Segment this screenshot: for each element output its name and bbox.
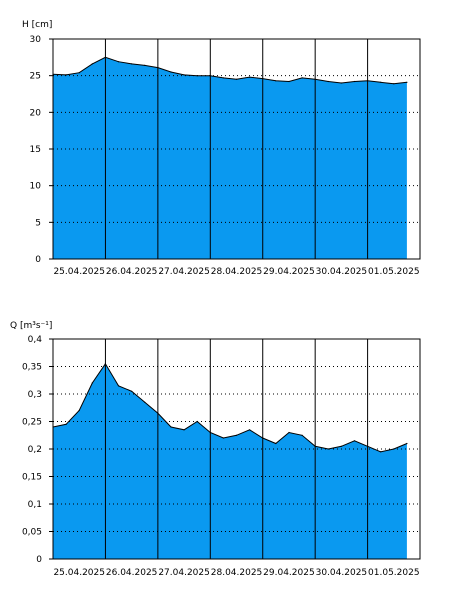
discharge-data-point (78, 409, 80, 412)
water-level-y-tick-label: 5 (35, 218, 41, 228)
water-level-data-point (78, 72, 80, 74)
water-level-series-line (52, 56, 407, 85)
water-level-data-point (380, 81, 382, 83)
discharge-data-point (288, 431, 290, 434)
water-level-data-point (183, 74, 185, 76)
water-level-data-point (393, 83, 395, 85)
discharge-y-axis-label: Q [m³s⁻¹] (10, 321, 52, 331)
discharge-y-tick-label: 0,4 (28, 335, 43, 345)
discharge-series-line (52, 362, 408, 453)
discharge-data-point (340, 445, 342, 447)
water-level-data-point (275, 80, 277, 82)
discharge-data-point (117, 385, 120, 387)
discharge-y-tick-label: 0,25 (22, 418, 42, 428)
water-level-x-tick-label: 27.04.2025 (158, 267, 210, 277)
water-level-y-tick-label: 10 (30, 182, 42, 192)
water-level-y-axis-label: H [cm] (22, 20, 52, 30)
discharge-data-point (275, 442, 277, 445)
water-level-y-tick-label: 30 (30, 35, 42, 45)
water-level-y-tick-label: 25 (30, 72, 41, 82)
discharge-x-tick-label: 01.05.2025 (368, 568, 420, 578)
discharge-y-tick-label: 0,05 (22, 528, 42, 538)
discharge-y-tick-label: 0,15 (22, 473, 42, 483)
water-level-data-point (117, 61, 120, 63)
discharge-plot-frame (52, 338, 421, 560)
discharge-data-point (406, 442, 408, 445)
discharge-data-point (235, 434, 238, 436)
water-level-series-area (53, 57, 407, 259)
discharge-x-tick-label: 26.04.2025 (106, 568, 158, 578)
water-level-y-tick-label: 0 (35, 255, 41, 265)
discharge-chart: Q [m³s⁻¹] 0 0,05 0,1 0,15 0,2 0,25 0,3 0,35 0,4 2… (10, 321, 421, 578)
water-level-data-point (353, 80, 356, 83)
discharge-data-point (327, 448, 329, 450)
discharge-data-point (353, 440, 356, 442)
discharge-y-tick-label: 0,35 (22, 363, 42, 373)
water-level-y-tick-label: 15 (30, 145, 41, 155)
water-level-data-point (340, 82, 342, 84)
discharge-x-tick-label: 30.04.2025 (316, 568, 368, 578)
water-level-plot-frame (52, 38, 421, 260)
water-level-y-tick-label: 20 (30, 108, 42, 118)
water-level-data-point (170, 71, 172, 73)
discharge-x-tick-label: 27.04.2025 (158, 568, 210, 578)
water-level-x-tick-label: 26.04.2025 (106, 267, 158, 277)
discharge-data-point (170, 426, 172, 428)
discharge-y-tick-label: 0,3 (28, 390, 42, 400)
water-level-data-point (235, 78, 238, 80)
discharge-data-point (249, 429, 251, 431)
water-level-x-tick-label: 28.04.2025 (211, 267, 263, 277)
discharge-data-point (183, 429, 185, 431)
water-level-data-point (249, 76, 251, 78)
discharge-y-tick-label: 0 (36, 555, 42, 565)
discharge-data-point (222, 437, 224, 439)
discharge-data-point (144, 401, 146, 403)
water-level-x-tick-label: 29.04.2025 (263, 267, 315, 277)
discharge-data-point (131, 390, 133, 392)
water-level-data-point (91, 63, 93, 65)
water-level-data-point (327, 80, 329, 83)
discharge-data-point (301, 434, 303, 436)
water-level-data-point (406, 81, 408, 83)
discharge-x-tick-label: 29.04.2025 (263, 568, 315, 578)
water-level-x-tick-label: 30.04.2025 (316, 267, 368, 277)
water-level-data-point (301, 77, 303, 79)
discharge-y-tick-label: 0,2 (28, 445, 42, 455)
water-level-data-point (131, 63, 133, 65)
discharge-y-tick-label: 0,1 (28, 500, 42, 510)
water-level-x-tick-label: 25.04.2025 (53, 267, 105, 277)
discharge-data-point (65, 423, 67, 425)
discharge-series-area (53, 363, 407, 559)
water-level-x-tick-label: 01.05.2025 (368, 267, 420, 277)
water-level-data-point (288, 80, 290, 83)
discharge-data-point (91, 382, 93, 384)
discharge-x-tick-label: 28.04.2025 (211, 568, 263, 578)
water-level-data-point (144, 64, 146, 66)
water-level-data-point (222, 77, 224, 79)
discharge-data-point (380, 451, 382, 453)
discharge-x-tick-label: 25.04.2025 (53, 568, 105, 578)
